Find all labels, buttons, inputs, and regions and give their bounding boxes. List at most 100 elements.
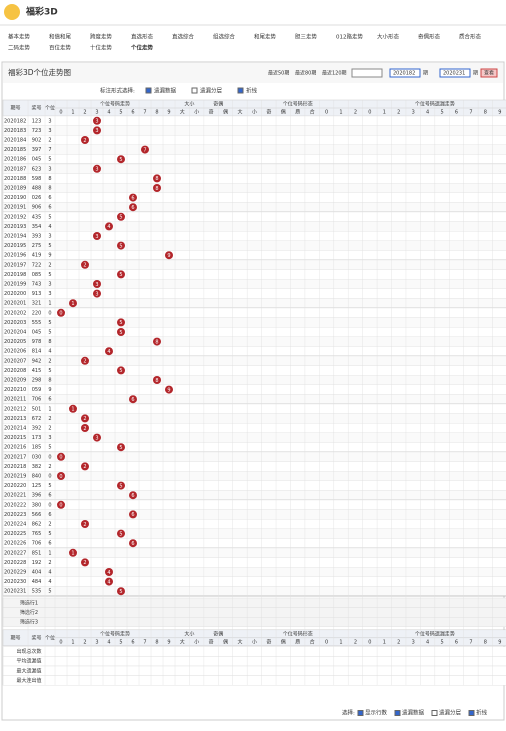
range-link[interactable]: 最近120期 xyxy=(322,70,347,77)
number-cell: 978 xyxy=(32,339,42,345)
nav-link[interactable]: 直选综合 xyxy=(172,33,195,41)
issue-cell: 2020212 xyxy=(4,406,26,412)
issue-cell: 2020204 xyxy=(4,330,26,336)
ball xyxy=(57,472,65,480)
ball xyxy=(105,568,113,576)
ball-number: 5 xyxy=(119,589,122,595)
view-button-text[interactable]: 查看 xyxy=(484,70,494,77)
checkbox[interactable] xyxy=(191,87,198,94)
nav-link[interactable]: 和尾走势 xyxy=(254,33,277,41)
nav-link[interactable]: 基本走势 xyxy=(8,33,31,41)
nav-link[interactable]: 胆三走势 xyxy=(295,33,318,41)
footer-option[interactable]: 折线 xyxy=(476,709,488,717)
ball-number: 2 xyxy=(83,464,86,470)
issue-cell: 2020199 xyxy=(4,282,26,288)
issue-cell: 2020203 xyxy=(4,320,26,326)
row xyxy=(2,567,506,578)
nav-link[interactable]: 百位走势 xyxy=(49,44,72,52)
issue-cell: 2020191 xyxy=(4,205,26,211)
unit-cell: 0 xyxy=(48,454,51,460)
col-head: 奖号 xyxy=(31,634,41,641)
unit-cell: 5 xyxy=(48,368,51,374)
unit-cell: 2 xyxy=(48,138,51,144)
view-button[interactable] xyxy=(480,68,498,78)
issue-cell: 2020197 xyxy=(4,262,26,268)
ball xyxy=(141,145,149,154)
sub-head: 2 xyxy=(397,639,400,645)
nav-link[interactable]: 组选综合 xyxy=(213,33,236,41)
ball xyxy=(117,318,125,327)
option-text[interactable]: 折线 xyxy=(246,87,258,95)
footer-label: 选择: xyxy=(342,709,355,717)
sub-head: 0 xyxy=(368,639,371,645)
unit-cell: 4 xyxy=(48,579,51,585)
unit-cell: 5 xyxy=(48,214,51,220)
footer-option[interactable]: 遗漏数据 xyxy=(402,709,425,717)
checkbox[interactable] xyxy=(468,710,475,716)
number-cell: 913 xyxy=(32,291,42,297)
select-box[interactable] xyxy=(351,68,383,78)
issue-cell: 2020189 xyxy=(4,186,26,192)
unit-cell: 6 xyxy=(48,205,51,211)
issue-cell: 2020213 xyxy=(4,416,26,422)
footer-option[interactable]: 显示行数 xyxy=(365,709,388,717)
sub-head: 5 xyxy=(440,110,443,116)
ball xyxy=(117,270,125,279)
checkbox[interactable] xyxy=(394,710,401,716)
sub-head: 小 xyxy=(252,109,257,116)
unit-cell: 2 xyxy=(48,416,51,422)
sub-head: 大 xyxy=(237,638,242,645)
ball-number: 4 xyxy=(107,224,110,230)
nav-link[interactable]: 二码走势 xyxy=(8,44,31,52)
ball xyxy=(129,193,137,202)
sub-head: 奇 xyxy=(209,109,214,116)
checkbox[interactable] xyxy=(431,710,438,716)
ball-number: 2 xyxy=(83,560,86,566)
group-head: 个位号码形态 xyxy=(283,630,313,637)
number-cell: 743 xyxy=(32,282,42,288)
range-link[interactable]: 最近80期 xyxy=(295,70,316,77)
unit-cell: 8 xyxy=(48,378,51,384)
row xyxy=(2,336,506,347)
ball-number: 5 xyxy=(119,272,122,278)
nav-link[interactable]: 十位走势 xyxy=(90,44,113,52)
ball-number: 6 xyxy=(131,397,134,403)
range-link[interactable]: 最近50期 xyxy=(268,70,289,77)
number-cell: 672 xyxy=(32,416,42,422)
ball-number: 7 xyxy=(143,147,146,153)
nav-link[interactable]: 奇偶形态 xyxy=(418,33,441,41)
nav-link[interactable]: 直选形态 xyxy=(131,33,154,41)
ball-number: 3 xyxy=(95,282,98,288)
nav-link[interactable]: 和值和尾 xyxy=(49,33,72,41)
nav-link[interactable]: 012路走势 xyxy=(336,33,363,41)
filter-label: 筛选行2 xyxy=(20,609,38,616)
row xyxy=(2,346,506,357)
sub-head: 3 xyxy=(412,639,415,645)
checkbox[interactable] xyxy=(237,87,244,94)
col-head: 个位 xyxy=(45,634,55,641)
issue-cell: 2020214 xyxy=(4,426,26,432)
nav-link[interactable]: 大小形态 xyxy=(377,33,400,41)
ball-number: 3 xyxy=(95,119,98,125)
row xyxy=(2,240,506,251)
ball xyxy=(81,136,89,144)
ball xyxy=(117,212,125,221)
input-from[interactable] xyxy=(389,68,421,78)
sub-head: 4 xyxy=(426,639,429,645)
sub-head: 7 xyxy=(469,110,472,116)
nav-link[interactable]: 跨度走势 xyxy=(90,33,113,41)
unit-cell: 9 xyxy=(48,253,51,259)
option-text[interactable]: 遗漏分层 xyxy=(200,87,223,95)
checkbox[interactable] xyxy=(145,87,152,94)
input-to[interactable] xyxy=(439,68,471,78)
option-text[interactable]: 遗漏数据 xyxy=(154,87,177,95)
issue-cell: 2020210 xyxy=(4,387,26,393)
checkbox[interactable] xyxy=(357,710,364,716)
nav-link[interactable]: 个位走势 xyxy=(130,44,154,52)
row xyxy=(2,365,506,376)
number-cell: 321 xyxy=(32,301,42,307)
nav-link[interactable]: 质合形态 xyxy=(459,33,482,41)
ball xyxy=(81,260,89,269)
footer-option[interactable]: 遗漏分层 xyxy=(439,709,462,717)
digit-head: 8 xyxy=(155,639,158,645)
